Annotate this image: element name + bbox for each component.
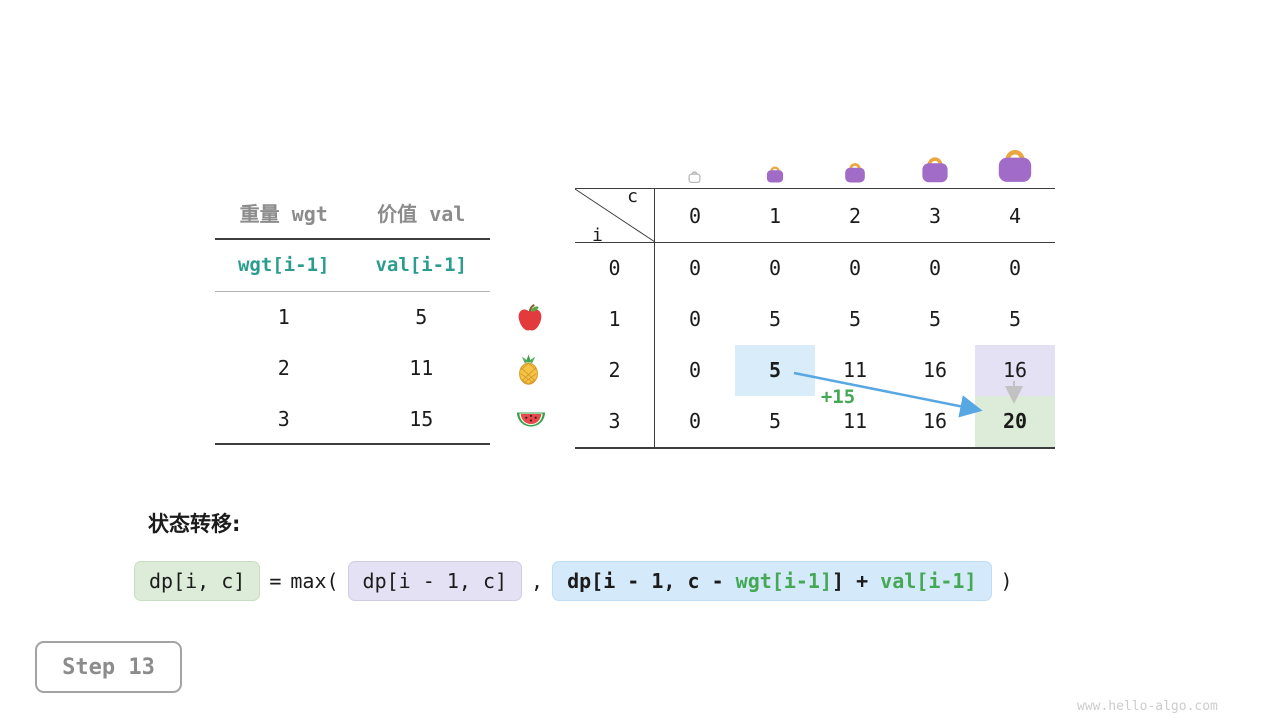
val-cell: 11 <box>409 356 434 380</box>
apple-icon <box>516 304 546 334</box>
pineapple-icon <box>516 354 546 385</box>
val-var-cell: val[i-1] <box>375 254 467 276</box>
step-badge: Step 13 <box>35 641 182 693</box>
row-header: 3 <box>575 396 655 447</box>
val-cell: 5 <box>415 305 428 329</box>
bag-large-icon <box>921 152 949 187</box>
dp-cell: 5 <box>848 307 862 331</box>
corner-col-var: c <box>627 186 638 207</box>
dp-row-1: 1 0 5 5 5 5 <box>575 294 1055 345</box>
col-header: 0 <box>655 189 735 243</box>
formula-comma: , <box>531 569 544 593</box>
formula-arg2: dp[i - 1, c - wgt[i-1]] + val[i-1] <box>552 561 992 601</box>
dp-corner-cell: c i <box>575 186 655 246</box>
dp-cell: 5 <box>1008 307 1022 331</box>
dp-cell: 0 <box>688 409 702 433</box>
weights-table-header: 重量 wgt 价值 val <box>215 190 490 240</box>
val-cell: 15 <box>409 407 434 431</box>
table-row: 2 11 <box>215 343 490 394</box>
col-header: 2 <box>815 189 895 243</box>
dp-cell: 0 <box>928 256 942 280</box>
dp-cell-target-highlight: 20 <box>975 396 1055 447</box>
formula-max-open: max( <box>290 569 339 593</box>
formula-arg2-mid: ] + <box>832 569 881 593</box>
dp-cell: 0 <box>1008 256 1022 280</box>
weights-values-table: 重量 wgt 价值 val wgt[i-1] val[i-1] 1 5 2 11… <box>215 190 490 445</box>
col-header: 1 <box>735 189 815 243</box>
formula-arg2-val: val[i-1] <box>880 569 977 593</box>
dp-cell: 16 <box>922 358 948 382</box>
dp-table: c i 0 1 2 3 4 0 0 0 0 0 0 1 0 5 5 5 5 2 … <box>575 186 1055 449</box>
transfer-value-annotation: +15 <box>820 386 856 408</box>
weights-table-var-row: wgt[i-1] val[i-1] <box>215 240 490 292</box>
bag-small-icon <box>766 163 784 187</box>
formula-arg2-prefix: dp[i - 1, c - <box>567 569 736 593</box>
wgt-cell: 3 <box>277 407 290 431</box>
row-header: 0 <box>575 243 655 294</box>
bag-tiny-outline-icon <box>688 168 701 187</box>
formula-lhs: dp[i, c] <box>134 561 261 601</box>
wgt-column-header: 重量 wgt <box>239 202 328 226</box>
dp-row-3: 3 0 5 11 16 20 <box>575 396 1055 447</box>
dp-cell: 0 <box>688 358 702 382</box>
val-column-header: 价值 val <box>377 202 466 226</box>
watermelon-icon <box>516 408 546 438</box>
col-header: 4 <box>975 189 1055 243</box>
dp-cell: 0 <box>768 256 782 280</box>
dp-cell: 0 <box>688 307 702 331</box>
dp-cell: 0 <box>848 256 862 280</box>
dp-cell: 11 <box>842 409 868 433</box>
col-header: 3 <box>895 189 975 243</box>
dp-cell: 16 <box>922 409 948 433</box>
wgt-cell: 2 <box>277 356 290 380</box>
dp-header-row: c i 0 1 2 3 4 <box>575 186 1055 246</box>
dp-row-0: 0 0 0 0 0 0 <box>575 243 1055 294</box>
bag-xlarge-icon <box>997 143 1033 187</box>
table-row: 1 5 <box>215 292 490 343</box>
formula-close-paren: ) <box>1000 569 1013 593</box>
wgt-cell: 1 <box>277 305 290 329</box>
row-header: 1 <box>575 294 655 345</box>
dp-cell-source-highlight: 5 <box>735 345 815 396</box>
dp-cell-prev-highlight: 16 <box>975 345 1055 396</box>
table-row: 3 15 <box>215 394 490 445</box>
formula-arg2-wgt: wgt[i-1] <box>735 569 832 593</box>
dp-cell: 0 <box>688 256 702 280</box>
state-transition-label: 状态转移: <box>148 512 241 536</box>
row-header: 2 <box>575 345 655 396</box>
dp-cell: 5 <box>928 307 942 331</box>
dp-cell: 5 <box>768 409 782 433</box>
state-transition-formula: dp[i, c] = max( dp[i - 1, c] , dp[i - 1,… <box>134 561 1022 601</box>
watermark: www.hello-algo.com <box>1077 699 1218 714</box>
wgt-var-cell: wgt[i-1] <box>237 254 330 276</box>
formula-arg1: dp[i - 1, c] <box>347 561 523 601</box>
dp-cell: 5 <box>768 307 782 331</box>
bag-medium-icon <box>844 159 866 187</box>
formula-equals: = <box>269 569 282 593</box>
